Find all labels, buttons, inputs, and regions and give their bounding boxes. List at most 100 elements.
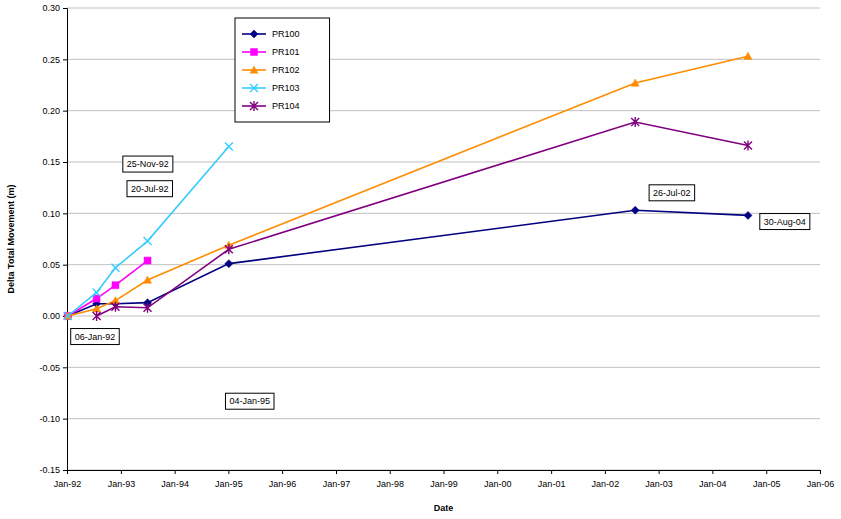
series-marker [225,244,233,254]
annotations: 06-Jan-92 25-Nov-92 20-Jul-92 04-Jan-95 26-J… [71,156,810,409]
plot-data [64,52,752,321]
x-axis-title: Date [434,503,454,513]
y-tick: -0.05 [39,363,67,373]
series-marker [144,257,151,264]
y-tick: 0.10 [42,209,67,219]
y-tick: 0.15 [42,157,67,167]
x-tick-label: Jan-02 [592,479,620,489]
series-marker [744,52,752,59]
x-tick: Jan-06 [807,470,835,489]
series-pr104 [93,117,752,321]
y-tick: 0.20 [42,106,67,116]
y-tick-label: 0.05 [42,260,60,270]
x-tick: Jan-97 [323,470,351,489]
y-tick: 0.00 [42,311,67,321]
x-tick: Jan-95 [215,470,243,489]
legend-marker [250,84,258,92]
x-tick-mark [497,470,498,474]
legend-label: PR104 [272,101,300,111]
y-tick-mark [63,367,67,368]
annotation-text: 04-Jan-95 [229,396,270,406]
annotation: 06-Jan-92 [71,329,120,345]
x-tick-label: Jan-93 [108,479,136,489]
legend-marker [250,101,258,111]
legend-marker [250,30,258,38]
x-tick-mark [336,470,337,474]
series-marker [93,288,101,296]
x-tick: Jan-01 [538,470,566,489]
y-tick-label: 0.15 [42,157,60,167]
x-tick: Jan-94 [161,470,189,489]
annotation-box [127,181,173,197]
y-tick-label: -0.05 [39,363,60,373]
series-marker [111,302,119,312]
annotation: 25-Nov-92 [123,156,173,172]
x-tick-label: Jan-94 [161,479,189,489]
grid [67,8,820,470]
y-tick-mark [63,162,67,163]
series-marker [64,313,71,320]
series-marker [93,295,100,302]
x-tick: Jan-04 [699,470,727,489]
x-tick-label: Jan-99 [430,479,458,489]
x-tick: Jan-92 [54,470,82,489]
annotation: 04-Jan-95 [225,393,274,409]
x-axis: Jan-92Jan-93Jan-94Jan-95Jan-96Jan-97Jan-… [54,470,835,489]
y-axis: -0.15 -0.10 -0.05 0.00 0.05 0.10 0.15 0.20 0.25 0… [39,3,67,475]
x-tick-label: Jan-00 [484,479,512,489]
x-tick-label: Jan-05 [753,479,781,489]
legend-marker [250,66,258,73]
series-line [68,210,748,316]
y-tick: -0.15 [39,465,67,475]
annotation-text: 26-Jul-02 [653,188,691,198]
x-tick-label: Jan-03 [645,479,673,489]
legend-label: PR103 [272,83,300,93]
y-tick-label: 0.25 [42,55,60,65]
series-marker [631,117,639,127]
x-tick-mark [228,470,229,474]
annotation: 20-Jul-92 [127,181,173,197]
x-tick-mark [121,470,122,474]
y-tick: 0.30 [42,3,67,13]
grid-line [67,8,820,9]
annotation-text: 30-Aug-04 [764,217,806,227]
x-tick-label: Jan-97 [323,479,351,489]
annotation: 26-Jul-02 [649,185,695,201]
x-tick-mark [444,470,445,474]
x-tick-label: Jan-04 [699,479,727,489]
legend-label: PR102 [272,65,300,75]
grid-line [67,264,820,265]
annotation-box [649,185,695,201]
y-tick-mark [63,111,67,112]
series-marker [93,311,101,321]
y-tick-mark [63,470,67,471]
x-tick: Jan-02 [592,470,620,489]
y-tick-mark [63,265,67,266]
x-tick: Jan-00 [484,470,512,489]
x-tick-label: Jan-01 [538,479,566,489]
series-pr100 [64,206,752,320]
series-marker [111,264,119,272]
y-tick-mark [63,59,67,60]
x-tick: Jan-98 [376,470,404,489]
annotation-box [760,214,810,230]
series-marker [744,141,752,151]
x-tick-mark [390,470,391,474]
y-tick: 0.25 [42,55,67,65]
y-tick-mark [63,419,67,420]
x-tick-mark [712,470,713,474]
grid-line [67,162,820,163]
x-tick-mark [766,470,767,474]
x-tick-mark [820,470,821,474]
x-tick-mark [551,470,552,474]
grid-line [67,418,820,419]
x-tick-mark [659,470,660,474]
x-tick-label: Jan-95 [215,479,243,489]
series-marker [225,260,233,268]
grid-line [67,367,820,368]
y-axis-title: Delta Total Movement (m) [6,185,16,294]
y-tick: -0.10 [39,414,67,424]
x-tick-mark [67,470,68,474]
y-tick-mark [63,213,67,214]
annotation-box [123,156,173,172]
